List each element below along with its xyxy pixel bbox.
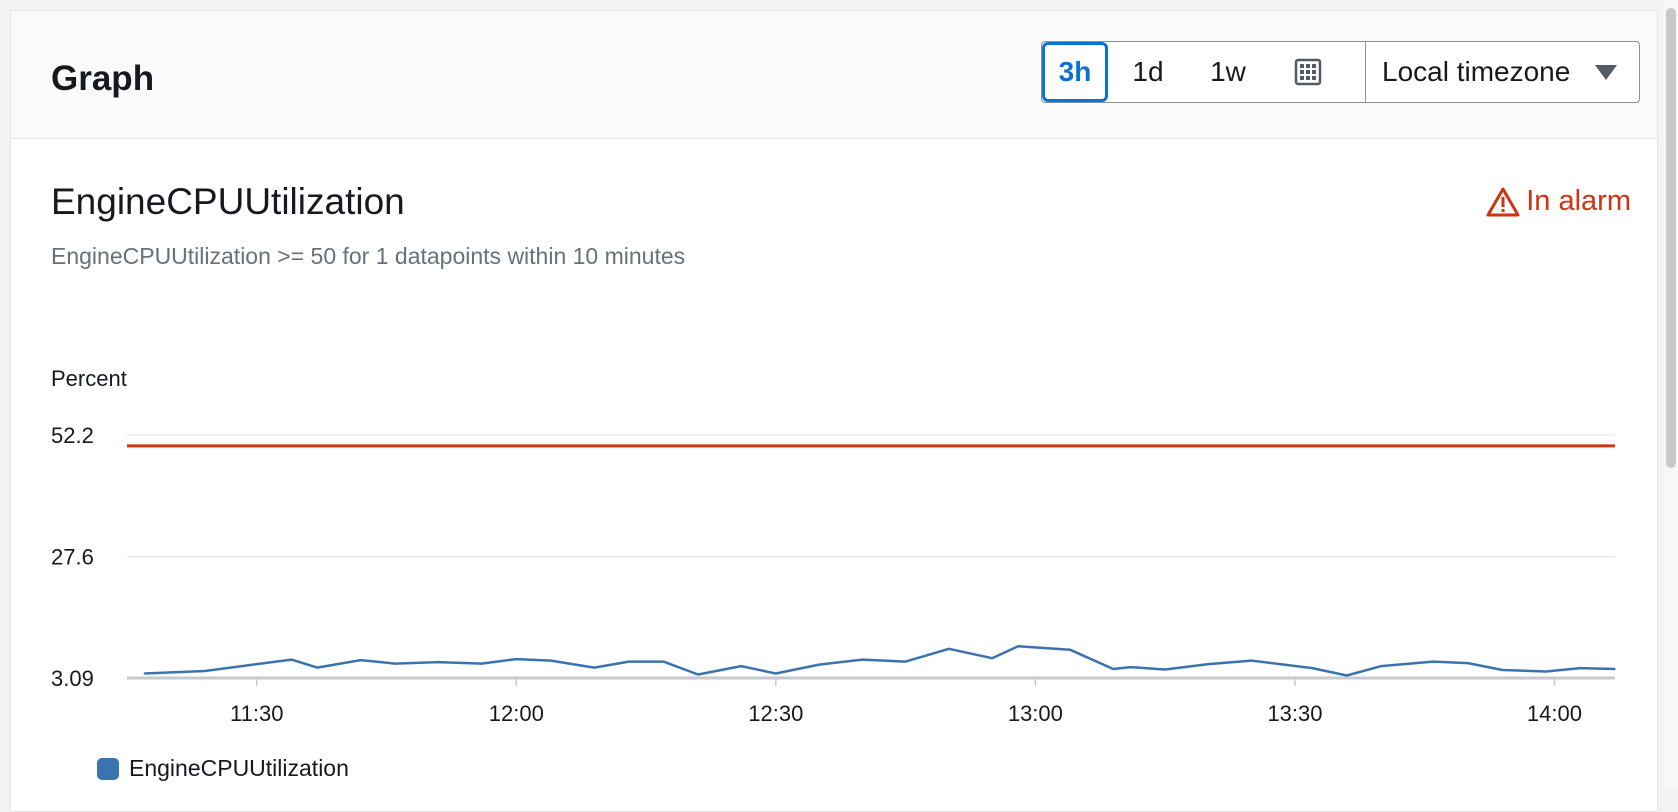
data-point bbox=[394, 662, 396, 665]
data-point bbox=[1501, 669, 1504, 671]
alarm-status: In alarm bbox=[1486, 185, 1631, 218]
data-point bbox=[991, 657, 993, 659]
data-point bbox=[1346, 674, 1348, 677]
data-point bbox=[480, 662, 483, 665]
timezone-dropdown[interactable]: Local timezone bbox=[1365, 42, 1639, 102]
calendar-icon[interactable] bbox=[1268, 42, 1348, 102]
data-point bbox=[662, 660, 665, 663]
data-point bbox=[550, 659, 552, 662]
alarm-status-label: In alarm bbox=[1526, 185, 1631, 217]
data-point bbox=[775, 672, 777, 675]
data-point bbox=[1311, 667, 1314, 669]
data-point bbox=[1112, 668, 1115, 670]
alarm-condition-text: EngineCPUUtilization >= 50 for 1 datapoi… bbox=[51, 243, 686, 269]
x-tick-label: 13:30 bbox=[1267, 701, 1322, 726]
data-point bbox=[593, 666, 595, 669]
y-tick-label: 52.2 bbox=[51, 423, 94, 448]
data-point bbox=[1380, 665, 1383, 667]
data-point bbox=[1017, 645, 1019, 648]
time-range-selector: 3h 1d 1w Local timezone bbox=[1041, 41, 1640, 103]
data-point bbox=[740, 665, 743, 667]
data-point bbox=[515, 658, 518, 660]
data-point bbox=[1207, 663, 1210, 665]
data-point bbox=[861, 658, 864, 661]
range-1w-button[interactable]: 1w bbox=[1210, 56, 1246, 87]
metric-title: EngineCPUUtilization bbox=[51, 181, 405, 222]
x-tick-label: 12:00 bbox=[489, 701, 544, 726]
page-scrollbar[interactable] bbox=[1664, 0, 1678, 788]
metric-chart: Percent 3.09 27.6 52.2 11:30 12:00 12:30 13:00 1… bbox=[51, 366, 1616, 726]
panel-title: Graph bbox=[51, 59, 155, 98]
data-point bbox=[697, 673, 699, 676]
graph-panel: Graph 3h 1d 1w Loca bbox=[10, 10, 1658, 812]
data-point bbox=[818, 663, 820, 666]
y-tick-label: 3.09 bbox=[51, 666, 94, 691]
data-point bbox=[1250, 659, 1253, 662]
data-point bbox=[1544, 670, 1547, 673]
y-axis-label: Percent bbox=[51, 366, 127, 391]
data-point bbox=[1164, 668, 1166, 671]
data-point bbox=[359, 659, 362, 661]
data-point bbox=[1432, 660, 1435, 663]
data-point bbox=[437, 661, 440, 663]
y-tick-label: 27.6 bbox=[51, 545, 94, 570]
calendar-icon-graphic bbox=[1294, 58, 1322, 86]
legend-label: EngineCPUUtilization bbox=[129, 755, 349, 781]
data-point bbox=[1579, 667, 1582, 669]
data-point bbox=[1467, 662, 1469, 664]
chevron-down-icon bbox=[1595, 64, 1617, 80]
warning-triangle-icon bbox=[1486, 187, 1520, 216]
timezone-label: Local timezone bbox=[1382, 56, 1571, 87]
panel-header: Graph 3h 1d 1w Loca bbox=[11, 11, 1657, 139]
legend-swatch bbox=[97, 757, 119, 780]
x-tick-label: 14:00 bbox=[1527, 701, 1582, 726]
data-point bbox=[316, 666, 319, 669]
x-tick-label: 13:00 bbox=[1008, 701, 1063, 726]
scrollbar-thumb[interactable] bbox=[1666, 8, 1676, 468]
data-point bbox=[948, 647, 950, 650]
data-point bbox=[143, 672, 146, 675]
data-point bbox=[290, 658, 293, 661]
x-tick-label: 11:30 bbox=[230, 701, 283, 726]
chart-legend[interactable]: EngineCPUUtilization bbox=[97, 755, 349, 782]
data-point bbox=[204, 670, 206, 672]
data-point bbox=[627, 660, 630, 663]
data-point bbox=[1614, 668, 1616, 670]
data-point bbox=[1129, 666, 1132, 668]
range-1d-button[interactable]: 1d bbox=[1132, 56, 1164, 87]
x-tick-label: 12:30 bbox=[748, 701, 803, 726]
range-3h-button[interactable]: 3h bbox=[1042, 42, 1108, 102]
data-point bbox=[904, 660, 907, 663]
series-line bbox=[144, 645, 1616, 677]
data-point bbox=[1069, 648, 1071, 651]
